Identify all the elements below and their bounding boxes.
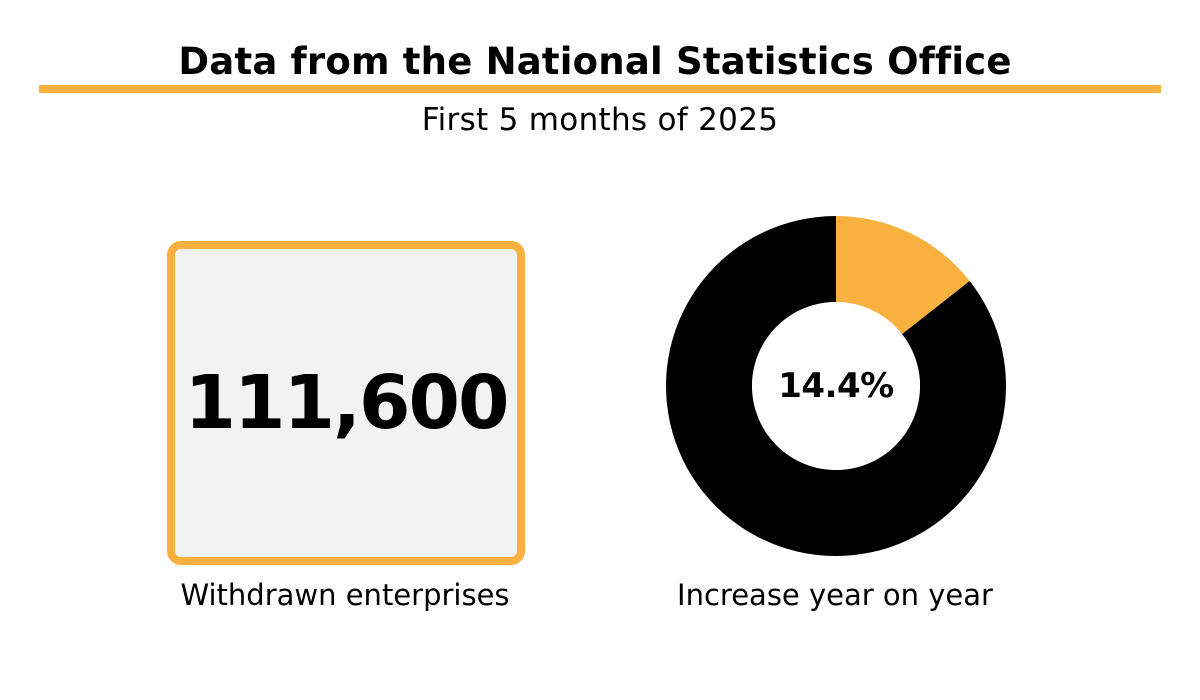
donut-slice-remainder xyxy=(666,216,1006,556)
donut-chart xyxy=(666,216,1006,556)
page-subtitle: First 5 months of 2025 xyxy=(421,102,779,138)
title-underline xyxy=(39,85,1161,93)
donut-slice-increase xyxy=(836,216,970,335)
title-underline-bar xyxy=(39,85,1161,93)
donut-center-label: 14.4% xyxy=(778,366,894,406)
stat-value: 111,600 xyxy=(184,360,509,446)
donut-hole xyxy=(752,302,920,470)
stat-card: 111,600 xyxy=(167,241,525,565)
page-title: Data from the National Statistics Office xyxy=(178,40,1012,83)
donut-caption: Increase year on year xyxy=(677,578,993,612)
stat-label: Withdrawn enterprises xyxy=(180,578,510,612)
